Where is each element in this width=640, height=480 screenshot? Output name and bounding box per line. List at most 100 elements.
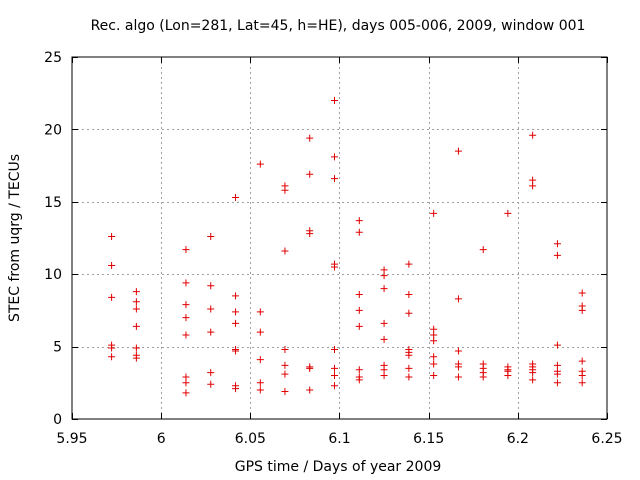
- data-point: [182, 279, 190, 287]
- data-point: [578, 372, 586, 380]
- data-point: [405, 309, 413, 317]
- data-point: [355, 228, 363, 236]
- x-tick-label: 6.25: [591, 431, 622, 447]
- data-point: [380, 335, 388, 343]
- data-point: [454, 363, 462, 371]
- data-point: [108, 344, 116, 352]
- data-point: [454, 373, 462, 381]
- x-tick-label: 6.2: [507, 431, 529, 447]
- x-tick-label: 6.15: [413, 431, 444, 447]
- data-point: [504, 209, 512, 217]
- data-point: [207, 369, 215, 377]
- y-axis-label: STEC from uqrg / TECUs: [7, 154, 23, 322]
- data-point: [331, 263, 339, 271]
- data-point: [331, 372, 339, 380]
- data-point: [355, 322, 363, 330]
- data-point: [430, 337, 438, 345]
- y-tick-label: 5: [53, 340, 62, 356]
- data-point: [281, 186, 289, 194]
- data-point: [405, 373, 413, 381]
- data-point: [355, 217, 363, 225]
- data-point: [256, 386, 264, 394]
- data-point: [331, 382, 339, 390]
- data-point: [182, 331, 190, 339]
- data-point: [405, 290, 413, 298]
- data-point: [281, 247, 289, 255]
- data-point: [405, 260, 413, 268]
- data-point: [553, 379, 561, 387]
- data-point: [306, 364, 314, 372]
- data-point: [578, 357, 586, 365]
- data-point: [331, 96, 339, 104]
- data-point: [182, 379, 190, 387]
- y-tick-label: 20: [44, 122, 62, 138]
- data-point: [405, 364, 413, 372]
- data-point: [578, 306, 586, 314]
- data-point: [430, 372, 438, 380]
- data-point: [306, 230, 314, 238]
- x-tick-label: 6.1: [328, 431, 350, 447]
- data-point: [380, 319, 388, 327]
- data-point: [232, 308, 240, 316]
- data-point: [331, 175, 339, 183]
- data-point: [232, 292, 240, 300]
- data-point: [207, 380, 215, 388]
- data-point: [108, 353, 116, 361]
- data-point: [207, 328, 215, 336]
- data-point: [479, 246, 487, 254]
- data-point: [529, 376, 537, 384]
- data-point: [108, 233, 116, 241]
- x-tick-label: 5.95: [56, 431, 87, 447]
- x-tick-label: 6: [157, 431, 166, 447]
- data-point: [281, 387, 289, 395]
- data-point: [256, 328, 264, 336]
- data-point: [331, 153, 339, 161]
- data-point: [331, 345, 339, 353]
- data-point: [405, 351, 413, 359]
- data-point: [529, 182, 537, 190]
- data-point: [256, 379, 264, 387]
- y-tick-label: 0: [53, 412, 62, 428]
- data-point: [182, 314, 190, 322]
- data-point: [355, 366, 363, 374]
- data-point: [132, 344, 140, 352]
- data-point: [132, 298, 140, 306]
- data-point: [355, 306, 363, 314]
- data-point: [553, 341, 561, 349]
- data-point: [529, 131, 537, 139]
- y-tick-label: 15: [44, 195, 62, 211]
- data-point: [454, 347, 462, 355]
- data-point: [232, 347, 240, 355]
- data-point: [182, 301, 190, 309]
- data-point: [355, 376, 363, 384]
- data-point: [232, 319, 240, 327]
- data-point: [207, 305, 215, 313]
- data-point: [529, 369, 537, 377]
- data-point: [207, 233, 215, 241]
- data-point: [553, 240, 561, 248]
- data-point: [256, 356, 264, 364]
- data-point: [256, 160, 264, 168]
- x-tick-label: 6.05: [235, 431, 266, 447]
- data-point: [108, 293, 116, 301]
- x-axis-label: GPS time / Days of year 2009: [235, 459, 442, 475]
- data-point: [504, 372, 512, 380]
- data-point: [281, 370, 289, 378]
- data-point: [232, 385, 240, 393]
- data-point: [553, 370, 561, 378]
- data-point: [331, 364, 339, 372]
- data-point: [256, 308, 264, 316]
- data-point: [207, 282, 215, 290]
- data-point: [578, 379, 586, 387]
- data-point: [182, 389, 190, 397]
- data-point: [132, 288, 140, 296]
- data-point: [380, 372, 388, 380]
- data-point: [380, 285, 388, 293]
- data-points: [108, 96, 586, 397]
- data-point: [454, 295, 462, 303]
- x-tick-labels: 5.95 6 6.05 6.1 6.15 6.2 6.25: [56, 431, 622, 447]
- data-point: [132, 354, 140, 362]
- y-tick-label: 25: [44, 50, 62, 66]
